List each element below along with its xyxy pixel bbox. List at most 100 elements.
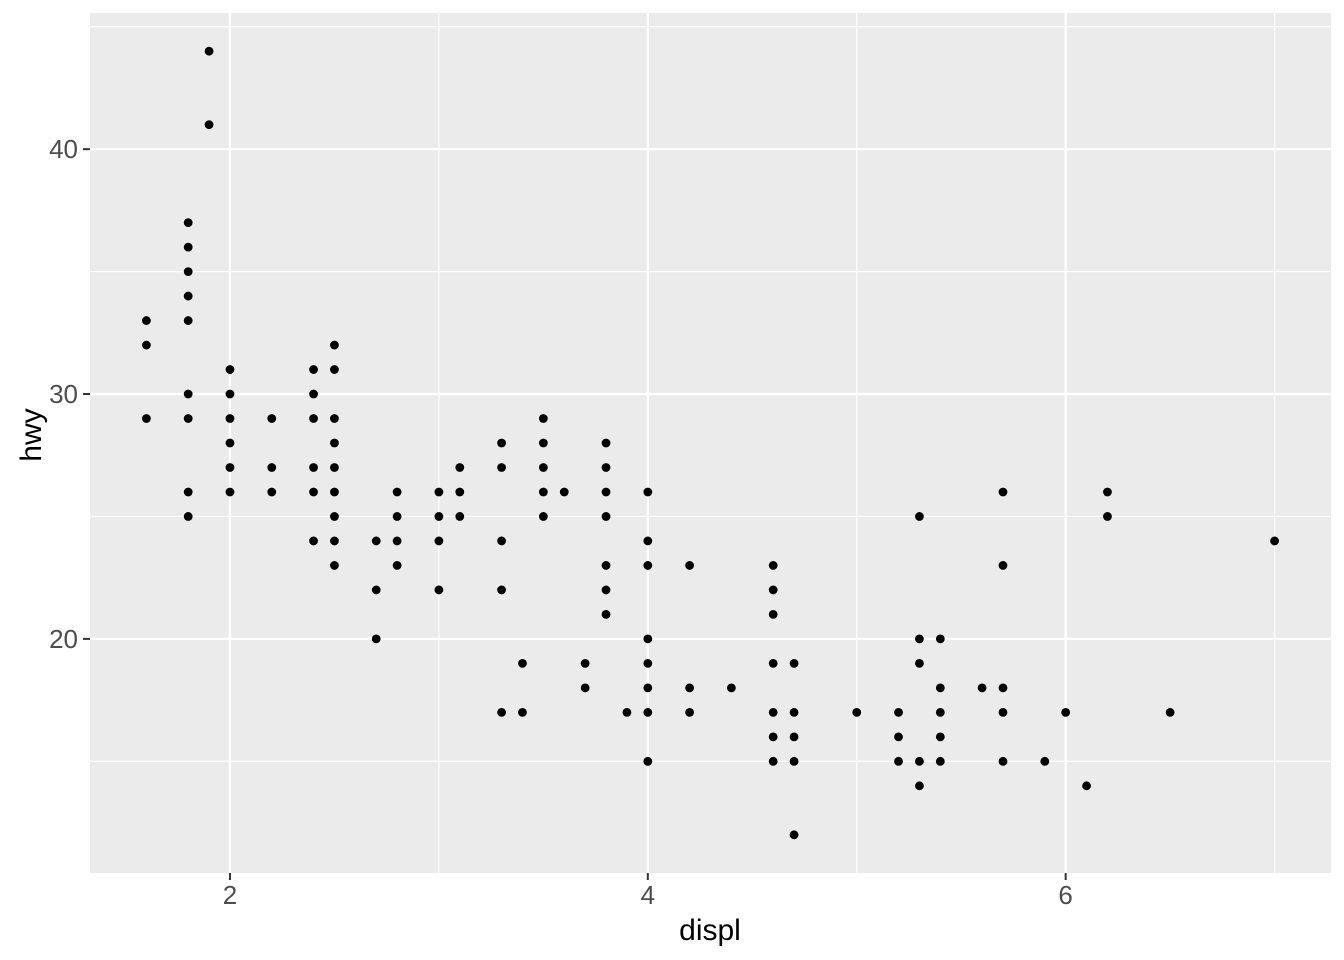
data-point (768, 585, 778, 595)
data-point (935, 683, 945, 693)
data-point (267, 487, 277, 497)
data-point (789, 830, 799, 840)
data-point (330, 536, 339, 546)
data-point (434, 585, 444, 595)
data-point (935, 756, 945, 766)
data-point (497, 585, 506, 595)
data-point (538, 487, 548, 497)
data-point (225, 365, 235, 374)
data-point (915, 658, 924, 668)
data-point (183, 218, 193, 228)
data-point (392, 561, 402, 570)
data-point (225, 389, 235, 399)
data-point (685, 683, 695, 693)
axis-tick-marks (83, 148, 1067, 880)
data-point (309, 414, 318, 423)
data-point (894, 732, 903, 742)
data-point (915, 756, 924, 766)
data-point (309, 365, 318, 374)
data-point (330, 340, 339, 350)
data-point (915, 781, 924, 791)
data-point (852, 707, 862, 717)
data-point (601, 487, 611, 497)
data-point (455, 487, 465, 497)
x-tick-label: 4 (641, 880, 655, 910)
data-point (935, 732, 945, 742)
data-point (309, 389, 318, 399)
data-point (1040, 756, 1050, 766)
y-axis-title: hwy (15, 408, 48, 461)
data-point (1103, 512, 1112, 521)
grid-minor-lines (90, 13, 1331, 873)
data-point (643, 561, 653, 570)
data-point (434, 487, 444, 497)
data-point (330, 414, 339, 423)
data-point (1165, 707, 1175, 717)
data-point (685, 561, 695, 570)
data-point (330, 365, 339, 374)
data-point (392, 536, 402, 546)
data-point (267, 463, 277, 472)
data-point (183, 267, 193, 276)
data-point (580, 683, 590, 693)
data-point (330, 512, 339, 521)
data-point (434, 536, 444, 546)
x-axis-tick-labels: 2 4 6 (223, 880, 1073, 910)
data-point (998, 756, 1008, 766)
data-point (309, 487, 318, 497)
data-point (497, 438, 506, 448)
y-axis-tick-labels: 20 30 40 (49, 134, 78, 654)
data-point (601, 585, 611, 595)
data-point (309, 463, 318, 472)
data-point (330, 487, 339, 497)
data-point (371, 585, 381, 595)
data-point (183, 389, 193, 399)
data-point (142, 340, 151, 350)
data-point (183, 414, 193, 423)
x-axis-title: displ (679, 914, 741, 947)
data-point (643, 536, 653, 546)
data-point (225, 487, 235, 497)
data-point (330, 438, 339, 448)
points-layer (142, 46, 1279, 840)
data-point (998, 683, 1008, 693)
data-point (559, 487, 569, 497)
data-point (204, 46, 214, 56)
data-point (183, 487, 193, 497)
data-point (225, 438, 235, 448)
data-point (1103, 487, 1112, 497)
data-point (601, 463, 611, 472)
data-point (998, 561, 1008, 570)
data-point (309, 536, 318, 546)
data-point (643, 634, 653, 644)
data-point (643, 658, 653, 668)
data-point (267, 414, 277, 423)
data-point (726, 683, 736, 693)
y-tick-label: 40 (49, 134, 78, 164)
data-point (643, 707, 653, 717)
data-point (935, 634, 945, 644)
data-point (225, 414, 235, 423)
data-point (183, 316, 193, 325)
y-tick-label: 30 (49, 379, 78, 409)
data-point (538, 414, 548, 423)
y-tick-label: 20 (49, 624, 78, 654)
data-point (392, 487, 402, 497)
data-point (643, 487, 653, 497)
data-point (601, 610, 611, 619)
data-point (643, 683, 653, 693)
data-point (622, 707, 632, 717)
data-point (330, 561, 339, 570)
data-point (789, 707, 799, 717)
data-point (768, 732, 778, 742)
data-point (998, 707, 1008, 717)
data-point (768, 561, 778, 570)
data-point (977, 683, 987, 693)
data-point (789, 658, 799, 668)
data-point (998, 487, 1008, 497)
data-point (768, 756, 778, 766)
data-point (497, 707, 506, 717)
data-point (789, 756, 799, 766)
data-point (518, 707, 527, 717)
